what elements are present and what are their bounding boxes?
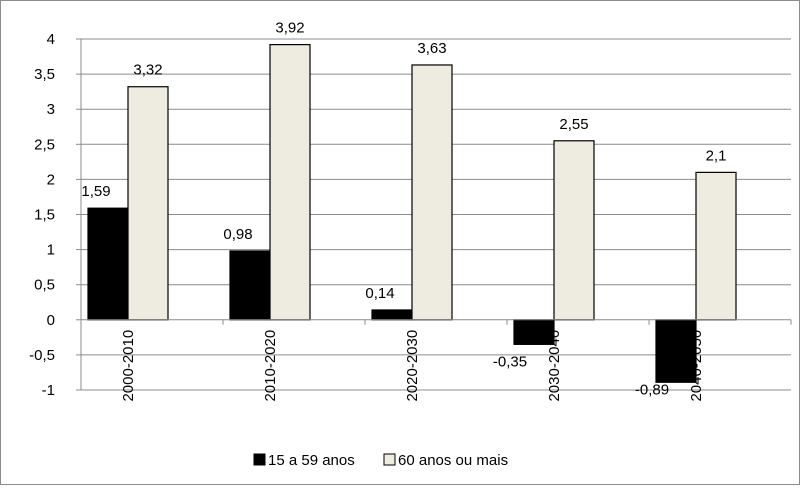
bar-adults-2010-2020 (229, 250, 271, 321)
data-label: 2,55 (559, 116, 588, 133)
bar-adults-2000-2010 (87, 207, 129, 321)
y-tick-label: 1 (47, 242, 55, 259)
y-tick-label: 0 (47, 312, 55, 329)
y-tick-label: 2,5 (34, 136, 55, 153)
x-tick-label: 2030-2040 (546, 330, 563, 402)
y-tick-label: 1,5 (34, 207, 55, 224)
legend-label: 15 a 59 anos (268, 452, 355, 469)
axes: 4 3,5 3 2,5 2 1,5 1 0,5 0 -0,5 -1 2000-2010 2010-202… (29, 31, 792, 402)
legend: 15 a 59 anos 60 anos ou mais (253, 452, 508, 469)
y-tick-label: 0,5 (34, 277, 55, 294)
y-tick-label: 3 (47, 101, 55, 118)
y-tick-label: 2 (47, 171, 55, 188)
y-tick-label: 3,5 (34, 66, 55, 83)
data-label: -0,35 (493, 353, 527, 370)
data-label: 2,1 (706, 147, 727, 164)
legend-swatch (253, 453, 266, 466)
y-tick-label: -0,5 (29, 347, 55, 364)
data-label: 0,14 (365, 285, 394, 302)
bar-elderly-2040-2050 (695, 171, 737, 321)
data-label: 3,92 (275, 20, 304, 37)
data-label: 1,59 (81, 183, 110, 200)
bar-elderly-2000-2010 (127, 86, 169, 321)
data-label: 3,32 (133, 62, 162, 79)
x-tick-label: 2040-2050 (688, 330, 705, 402)
x-tick-label: 2020-2030 (404, 330, 421, 402)
data-labels: 1,59 3,32 0,98 3,92 0,14 3,63 -0,35 2,55 -0,89 2,… (81, 20, 726, 399)
y-tick-label: 4 (47, 31, 55, 48)
data-label: -0,89 (635, 381, 669, 398)
data-label: 3,63 (417, 40, 446, 57)
x-tick-label: 2010-2020 (262, 330, 279, 402)
legend-label: 60 anos ou mais (398, 452, 508, 469)
bar-elderly-2010-2020 (269, 44, 311, 321)
y-tick-label: -1 (42, 382, 55, 399)
bar-elderly-2030-2040 (553, 140, 595, 321)
x-tick-label: 2000-2010 (120, 330, 137, 402)
bar-adults-2030-2040 (513, 319, 555, 345)
bar-elderly-2020-2030 (411, 64, 453, 321)
legend-swatch (383, 453, 396, 466)
data-label: 0,98 (223, 226, 252, 243)
bar-adults-2020-2030 (371, 309, 413, 321)
